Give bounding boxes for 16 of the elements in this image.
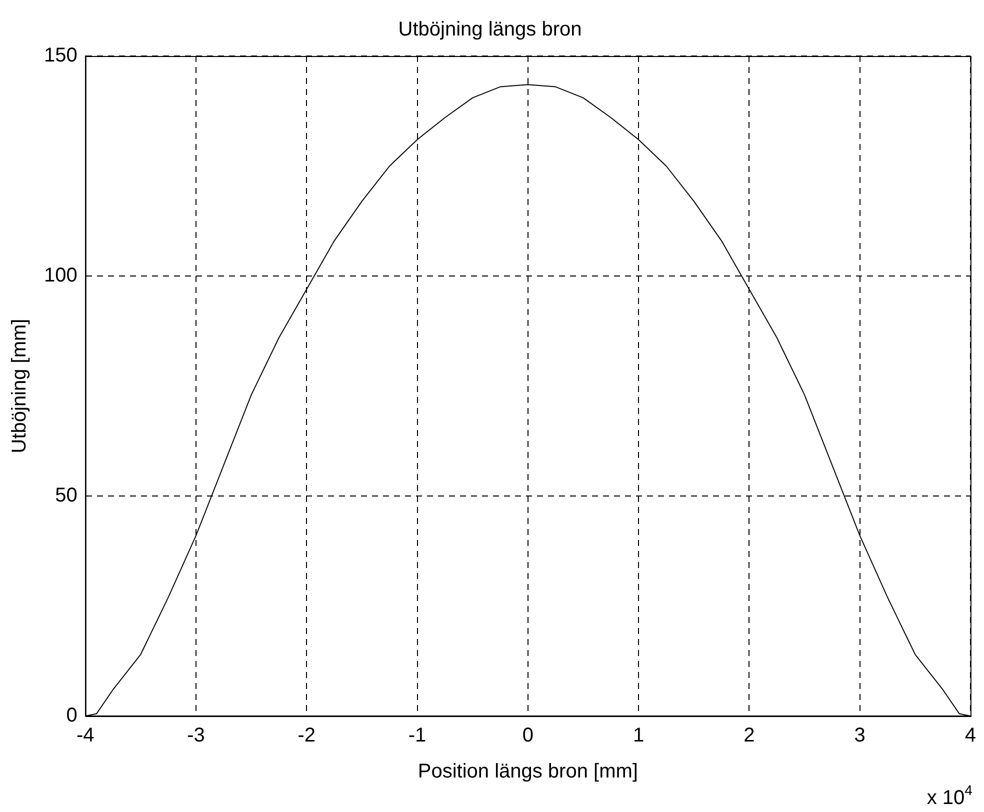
x-tick-label: -4 (76, 724, 94, 747)
x-tick-label: 3 (854, 724, 866, 747)
y-tick-label: 50 (55, 484, 78, 507)
x-tick-label: 4 (964, 724, 976, 747)
y-tick-label: 0 (66, 704, 78, 727)
x-tick-label: 2 (744, 724, 755, 747)
x-tick-label: 1 (632, 724, 644, 747)
y-axis-title: Utböjning [mm] (8, 318, 31, 454)
chart-title: Utböjning längs bron (398, 18, 582, 41)
x-tick-label: -3 (187, 724, 205, 747)
y-tick-label: 100 (44, 264, 78, 287)
x-tick-label: -1 (408, 724, 426, 747)
x-axis-title: Position längs bron [mm] (418, 760, 638, 783)
y-tick-label: 150 (44, 44, 78, 67)
x-tick-label: -2 (298, 724, 316, 747)
x-tick-label: 0 (522, 724, 534, 747)
